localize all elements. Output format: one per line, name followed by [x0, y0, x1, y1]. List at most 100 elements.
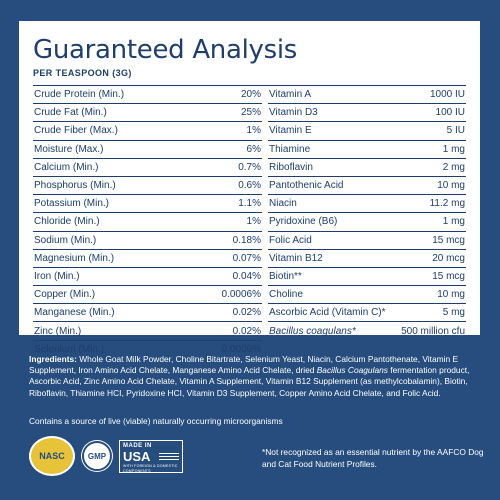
- nutrient-value: 0.02%: [232, 325, 261, 337]
- nutrient-name: Iron (Min.): [34, 270, 80, 282]
- panel-subtitle: PER TEASPOON (3G): [33, 68, 132, 78]
- nutrient-name: Manganese (Min.): [34, 307, 115, 319]
- table-row: Selenium (Min.) 0.0006%: [33, 341, 262, 359]
- nutrient-name: Vitamin A: [269, 89, 312, 101]
- nutrient-name: Folic Acid: [269, 234, 312, 246]
- right-table: Vitamin A 1000 IU Vitamin D3 100 IU Vitami…: [268, 86, 466, 359]
- table-row: Bacillus coagulans* 500 million cfu: [268, 322, 466, 340]
- analysis-tables: Crude Protein (Min.) 20% Crude Fat (Min.)…: [33, 85, 466, 359]
- usa-main: USA: [123, 448, 179, 464]
- guaranteed-analysis-panel: Guaranteed Analysis PER TEASPOON (3G) Cr…: [19, 21, 480, 355]
- table-row: Zinc (Min.) 0.02%: [33, 322, 262, 341]
- table-row: Niacin 11.2 mg: [268, 195, 466, 214]
- panel-title: Guaranteed Analysis: [33, 35, 298, 65]
- table-row: Moisture (Max.) 6%: [33, 141, 262, 159]
- flag-stripes-icon: [159, 452, 179, 461]
- nutrient-name: Crude Fiber (Max.): [34, 125, 118, 137]
- nutrient-value: 0.7%: [238, 161, 261, 173]
- nutrient-name: Moisture (Max.): [34, 143, 104, 155]
- table-row: Pantothenic Acid 10 mg: [268, 177, 466, 196]
- table-row: Chloride (Min.) 1%: [33, 213, 262, 232]
- ingredients-italic: Bacillus Coagulans: [316, 365, 388, 376]
- live-microorganisms-note: Contains a source of live (viable) natur…: [29, 416, 283, 426]
- nutrient-value: 1%: [246, 125, 261, 137]
- nutrient-name: Sodium (Min.): [34, 234, 97, 246]
- nutrient-value: 0.0006%: [221, 289, 261, 301]
- gmp-seal-label: GMP: [87, 451, 107, 461]
- made-in-usa-badge: MADE IN USA WITH FOREIGN & DOMESTIC COMP…: [119, 439, 183, 473]
- table-row: Sodium (Min.) 0.18%: [33, 232, 262, 250]
- table-row: Manganese (Min.) 0.02%: [33, 304, 262, 323]
- table-row: Crude Protein (Min.) 20%: [33, 86, 262, 105]
- gmp-seal-icon: GMP: [82, 441, 112, 471]
- table-row: Vitamin B12 20 mcg: [268, 250, 466, 268]
- usa-label: USA: [123, 448, 151, 464]
- nutrient-name: Thiamine: [269, 143, 311, 155]
- ingredients-text: Whole Goat Milk Powder, Choline Bitartra…: [29, 354, 459, 376]
- nutrient-name: Pyridoxine (B6): [269, 216, 338, 228]
- nutrient-name: Choline: [269, 289, 303, 301]
- nutrient-name: Pantothenic Acid: [269, 180, 344, 192]
- nutrient-value: 0.6%: [238, 180, 261, 192]
- nutrient-name: Biotin**: [269, 270, 302, 282]
- nutrient-value: 20%: [240, 89, 261, 101]
- nutrient-name: Vitamin E: [269, 125, 312, 137]
- table-row: Copper (Min.) 0.0006%: [33, 286, 262, 305]
- nutrient-name: Potassium (Min.): [34, 198, 110, 210]
- table-row: Crude Fiber (Max.) 1%: [33, 122, 262, 141]
- nutrient-name: Magnesium (Min.): [34, 252, 115, 264]
- nutrient-value: 10 mg: [437, 289, 465, 301]
- nutrient-name: Crude Fat (Min.): [34, 107, 107, 119]
- nutrient-value: 15 mcg: [432, 270, 465, 282]
- nutrient-name: Chloride (Min.): [34, 216, 100, 228]
- nutrient-value: 1.1%: [238, 198, 261, 210]
- table-row: Vitamin D3 100 IU: [268, 104, 466, 123]
- usa-components-label: WITH FOREIGN & DOMESTIC COMPONENTS: [123, 463, 178, 473]
- table-row: Thiamine 1 mg: [268, 141, 466, 159]
- left-table: Crude Protein (Min.) 20% Crude Fat (Min.)…: [33, 86, 262, 359]
- nutrient-name: Niacin: [269, 198, 297, 210]
- table-row: Biotin** 15 mcg: [268, 268, 466, 287]
- nutrient-value: 6%: [246, 143, 261, 155]
- nutrient-value: 0.07%: [232, 252, 261, 264]
- table-row: Potassium (Min.) 1.1%: [33, 195, 262, 214]
- made-in-label: MADE IN: [123, 442, 152, 449]
- nutrient-value: 1%: [246, 216, 261, 228]
- table-row: Choline 10 mg: [268, 286, 466, 305]
- table-row: Riboflavin 2 mg: [268, 159, 466, 177]
- nutrient-name: Bacillus coagulans*: [269, 326, 356, 338]
- nutrient-value: 500 million cfu: [401, 326, 465, 338]
- ingredients-text-continued: fermentation product, Ascorbic Acid, Zin…: [29, 365, 470, 398]
- nutrient-name: Ascorbic Acid (Vitamin C)*: [269, 307, 386, 319]
- nutrient-value: 1000 IU: [429, 89, 465, 101]
- nutrient-value: 0.0006%: [221, 344, 261, 356]
- nutrient-value: 2 mg: [442, 161, 465, 173]
- table-row: Magnesium (Min.) 0.07%: [33, 250, 262, 268]
- nutrient-name: Zinc (Min.): [34, 325, 82, 337]
- nutrient-value: 0.04%: [232, 270, 261, 282]
- nutrient-value: 25%: [240, 107, 261, 119]
- nutrient-name: Vitamin D3: [269, 107, 318, 119]
- nutrient-name: Copper (Min.): [34, 289, 96, 301]
- certification-badges: NASC GMP MADE IN USA WITH FOREIGN & DOME…: [29, 436, 183, 476]
- table-row: Pyridoxine (B6) 1 mg: [268, 213, 466, 232]
- nutrient-value: 5 IU: [446, 125, 465, 137]
- aafco-footnote: *Not recognized as an essential nutrient…: [262, 447, 484, 469]
- table-row: Iron (Min.) 0.04%: [33, 268, 262, 287]
- nutrient-value: 1 mg: [442, 216, 465, 228]
- nutrient-value: 15 mcg: [432, 234, 465, 246]
- table-row: Phosphorus (Min.) 0.6%: [33, 177, 262, 196]
- table-row: Vitamin A 1000 IU: [268, 86, 466, 105]
- nutrient-value: 20 mcg: [432, 252, 465, 264]
- nutrient-name: Phosphorus (Min.): [34, 180, 116, 192]
- table-row: Folic Acid 15 mcg: [268, 232, 466, 250]
- nutrient-name: Riboflavin: [269, 161, 313, 173]
- nutrient-value: 10 mg: [437, 180, 465, 192]
- nasc-seal-label: NASC: [39, 451, 65, 461]
- ingredients-label: Ingredients:: [29, 354, 77, 364]
- nutrient-value: 0.18%: [232, 234, 261, 246]
- nutrient-value: 11.2 mg: [429, 198, 465, 210]
- ingredients-list: Ingredients: Whole Goat Milk Powder, Cho…: [29, 354, 479, 399]
- table-row: Vitamin E 5 IU: [268, 122, 466, 141]
- table-row: Ascorbic Acid (Vitamin C)* 5 mg: [268, 304, 466, 323]
